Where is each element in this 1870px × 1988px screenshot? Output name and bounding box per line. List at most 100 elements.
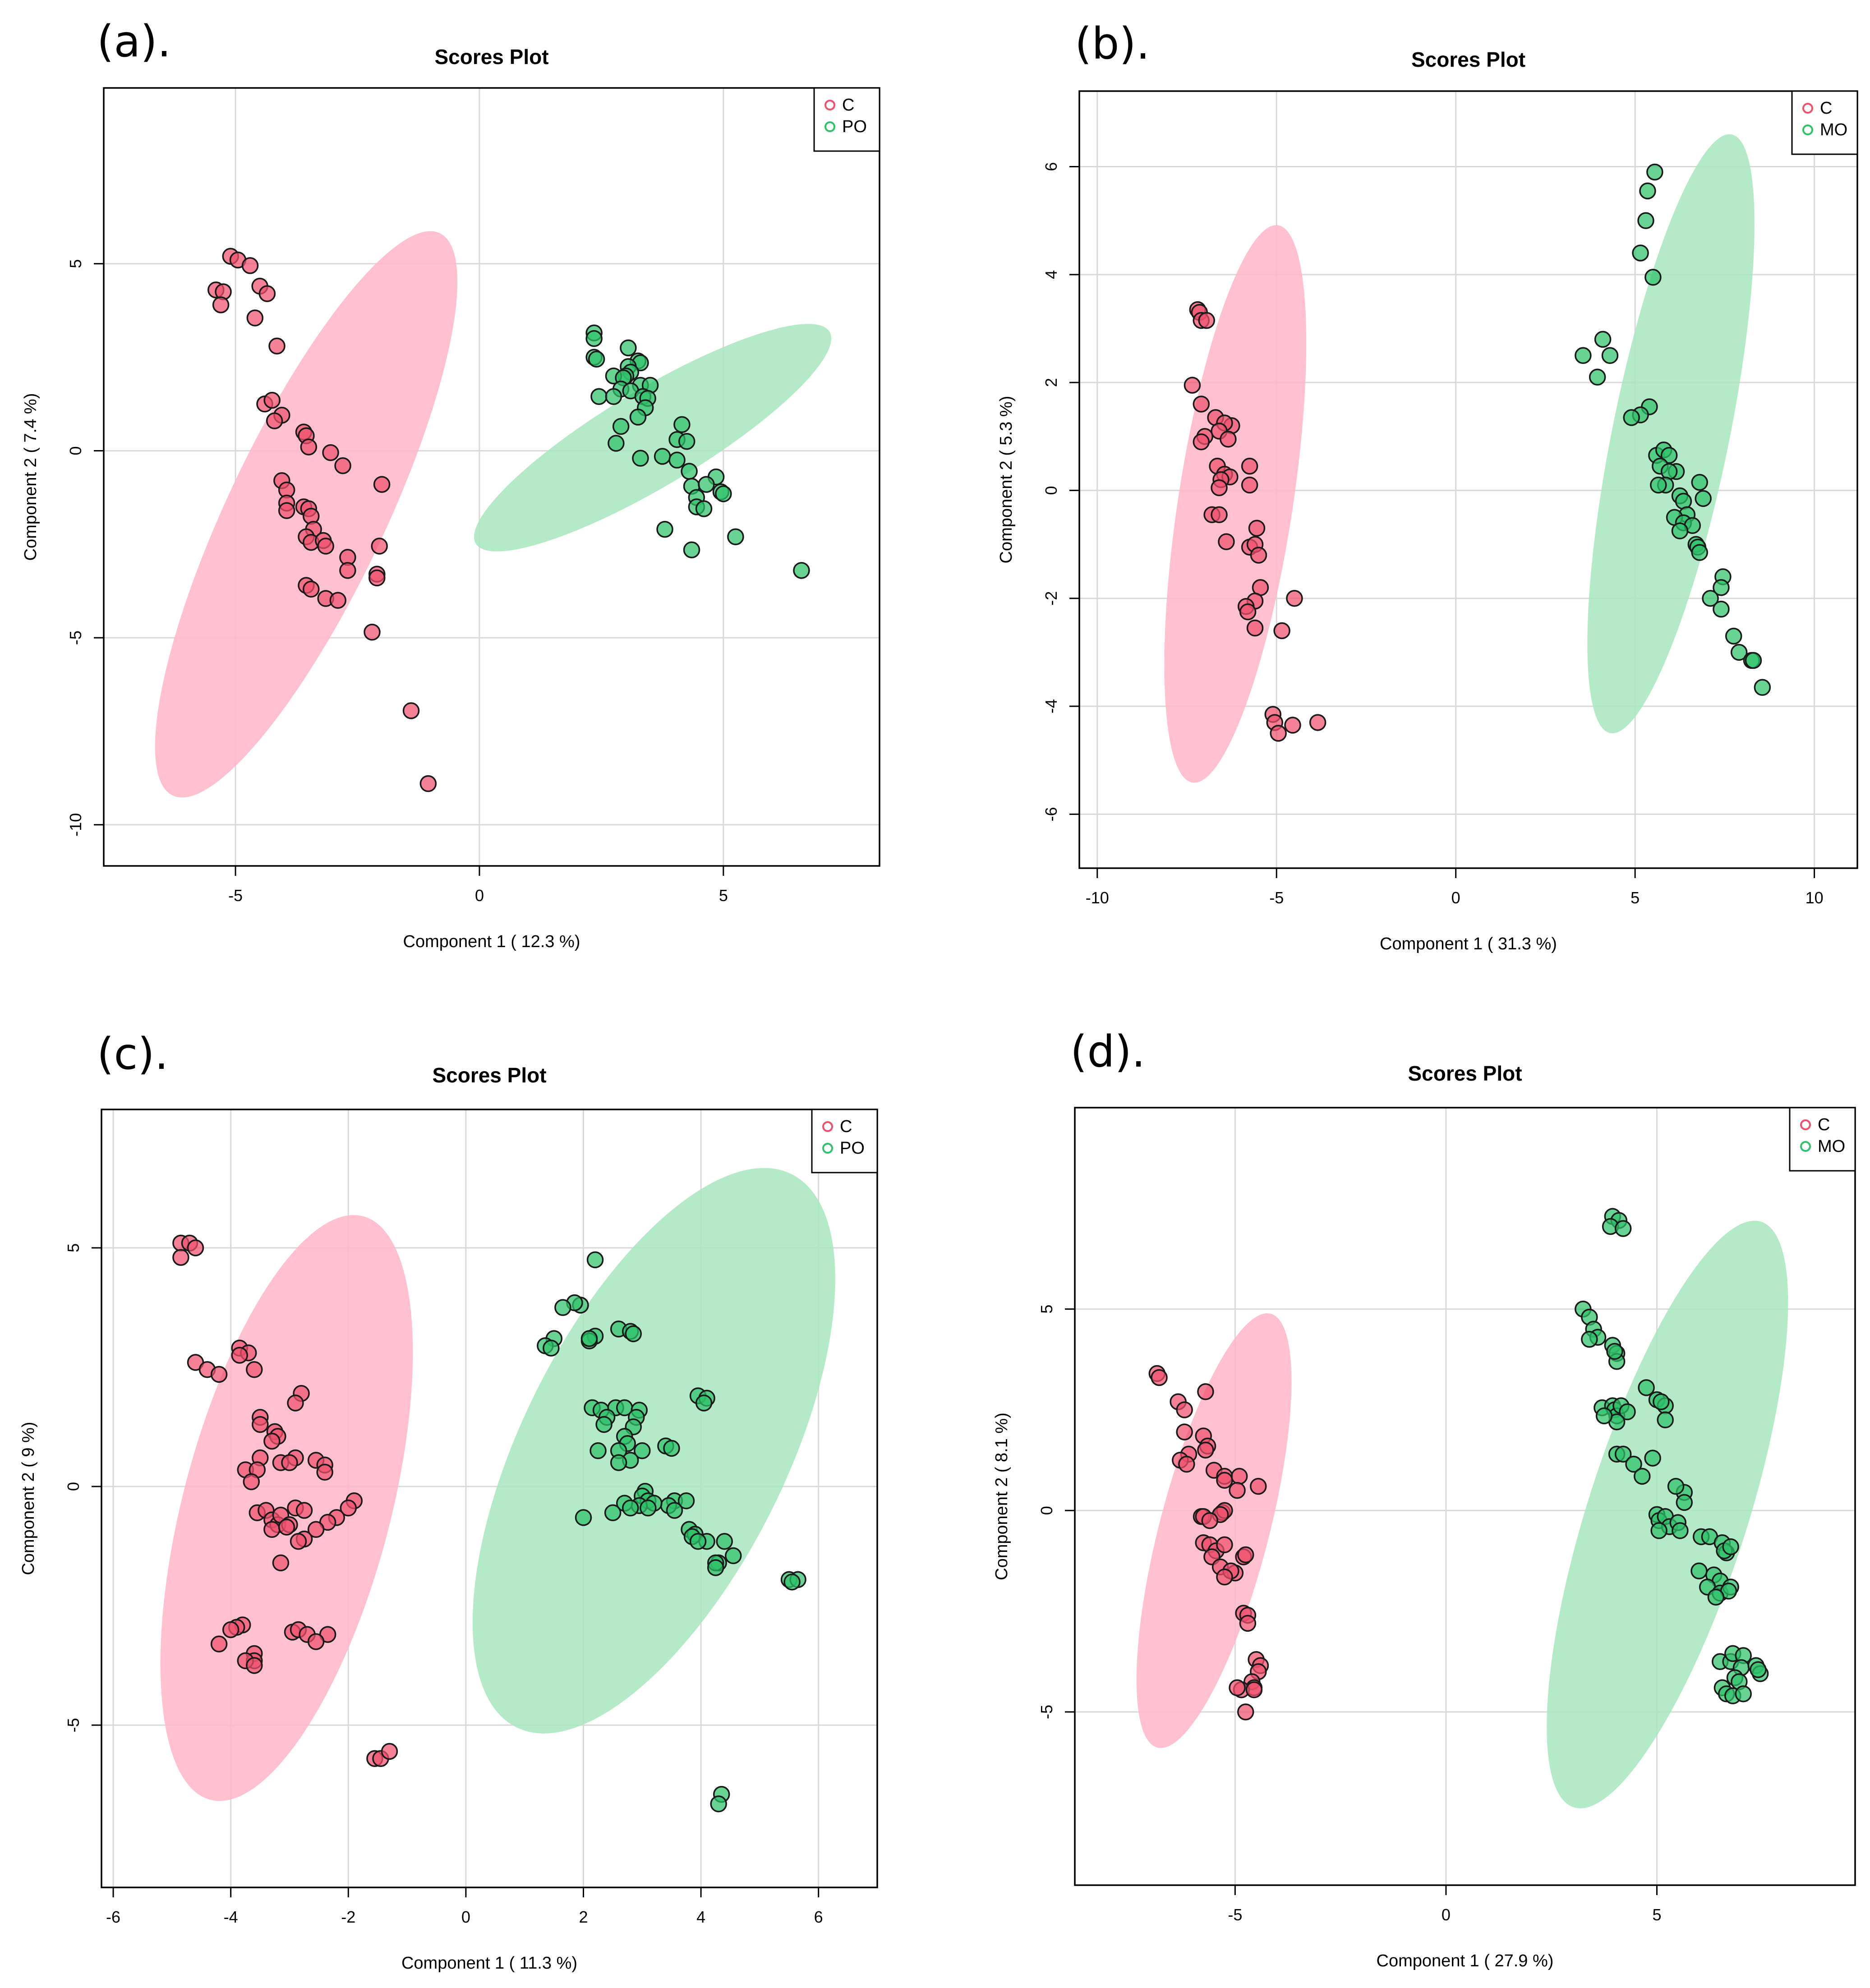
x-tick-label: -2 (341, 1908, 355, 1926)
x-tick-label: -5 (228, 886, 243, 905)
x-axis-label: Component 1 ( 31.3 %) (1380, 934, 1557, 953)
data-point-po (554, 1299, 571, 1316)
data-point-mo (1606, 1343, 1623, 1360)
data-point-c (1284, 717, 1301, 734)
panel-b: (b). Scores Plot -10 -5 0 5 10 -6 -4 -2 0 2 4 6 Compon… (935, 0, 1870, 994)
y-tick-label: -2 (1042, 591, 1060, 606)
data-point-c (287, 1394, 304, 1412)
data-point-c (340, 1499, 357, 1517)
data-point-mo (1750, 1661, 1767, 1678)
data-point-c (212, 296, 230, 313)
data-point-po (580, 1330, 598, 1347)
data-point-po (698, 476, 715, 493)
data-point-c (1211, 506, 1228, 524)
data-point-c (329, 592, 346, 609)
chart-title: Scores Plot (432, 1063, 546, 1087)
y-tick-label: -10 (66, 813, 85, 837)
data-point-c (1241, 476, 1258, 494)
data-point-c (1250, 547, 1267, 564)
y-axis-label: Component 2 ( 9 %) (19, 1422, 38, 1575)
y-tick-label: 2 (1042, 378, 1060, 387)
data-point-c (172, 1249, 189, 1266)
x-tick-label: 2 (579, 1908, 588, 1926)
data-point-po (783, 1573, 801, 1591)
confidence-ellipse-po (474, 324, 831, 552)
x-tick-label: 0 (475, 886, 484, 905)
data-point-mo (1650, 1522, 1667, 1539)
data-point-po (725, 1547, 742, 1565)
x-tick-label: -5 (1269, 888, 1284, 907)
data-point-mo (1650, 476, 1667, 494)
confidence-ellipse-c (1164, 225, 1307, 783)
data-point-mo (1637, 212, 1654, 229)
data-point-mo (1745, 652, 1762, 669)
x-tick-label: 5 (719, 886, 728, 905)
y-tick-label: 0 (1037, 1506, 1056, 1515)
data-point-c (1184, 377, 1201, 394)
data-point-mo (1589, 368, 1606, 386)
data-point-mo (1722, 1538, 1739, 1555)
y-tick-label: 4 (1042, 270, 1060, 279)
data-point-mo (1625, 1455, 1642, 1473)
legend-marker-c (1802, 103, 1813, 114)
y-tick-label: -5 (64, 1718, 83, 1732)
data-point-c (1176, 1401, 1193, 1418)
data-point-mo (1653, 1393, 1670, 1410)
data-point-c (243, 1473, 260, 1491)
data-point-c (1216, 1472, 1233, 1489)
x-axis-label: Component 1 ( 12.3 %) (403, 932, 580, 951)
data-point-c (300, 438, 318, 456)
data-point-c (373, 476, 391, 493)
data-point-c (1246, 619, 1264, 637)
legend-marker-mo (1800, 1141, 1811, 1152)
data-point-c (246, 309, 264, 327)
data-point-mo (1614, 1220, 1632, 1237)
data-point-c (307, 1633, 325, 1650)
panel-label: (d). (1070, 1026, 1145, 1077)
data-point-po (625, 1325, 642, 1343)
x-axis-label: Component 1 ( 27.9 %) (1377, 1951, 1554, 1970)
legend-label-po: PO (840, 1139, 865, 1158)
legend-label-c: C (840, 1117, 852, 1136)
data-point-c (368, 569, 386, 587)
data-point-mo (1646, 163, 1663, 181)
data-point-c (1193, 396, 1210, 413)
data-point-c (322, 444, 339, 461)
data-point-po (727, 528, 744, 545)
data-point-mo (1676, 1494, 1693, 1511)
legend: C PO (811, 1109, 878, 1173)
data-point-mo (1594, 331, 1612, 348)
data-point-c (334, 457, 351, 474)
data-point-po (695, 500, 713, 517)
data-point-po (543, 1339, 560, 1357)
y-tick-label: 0 (64, 1482, 83, 1491)
x-tick-label: -5 (1228, 1905, 1242, 1924)
data-point-c (231, 1347, 248, 1364)
data-point-po (595, 1416, 613, 1433)
data-point-mo (1695, 490, 1712, 507)
legend-marker-po (824, 121, 835, 132)
panel-a: (a). Scores Plot -5 0 5 -10 -5 0 5 Component 1 ( … (0, 0, 935, 994)
data-point-mo (1735, 1685, 1752, 1703)
data-point-mo (1575, 347, 1592, 364)
x-tick-label: -10 (1086, 888, 1109, 907)
data-point-mo (1581, 1330, 1598, 1348)
legend-label-c: C (842, 96, 854, 115)
y-tick-label: 5 (64, 1243, 83, 1252)
y-tick-label: -4 (1042, 699, 1060, 713)
x-tick-label: -6 (106, 1908, 120, 1926)
legend-box (1791, 90, 1858, 155)
data-point-po (588, 350, 605, 368)
chart-svg: (d). Scores Plot -5 0 5 -5 0 5 Component 1 ( 27.… (992, 1026, 1856, 1970)
legend-marker-c (822, 1121, 833, 1132)
data-point-c (419, 775, 437, 792)
data-point-mo (1713, 579, 1730, 596)
data-point-c (1237, 1546, 1254, 1564)
y-axis-label: Component 2 ( 7.4 %) (21, 393, 40, 561)
plot-frame (103, 87, 880, 867)
x-tick-label: 0 (461, 1908, 470, 1926)
data-point-po (678, 433, 695, 450)
data-point-po (656, 520, 673, 538)
data-point-po (681, 463, 698, 480)
data-point-po (793, 562, 810, 579)
